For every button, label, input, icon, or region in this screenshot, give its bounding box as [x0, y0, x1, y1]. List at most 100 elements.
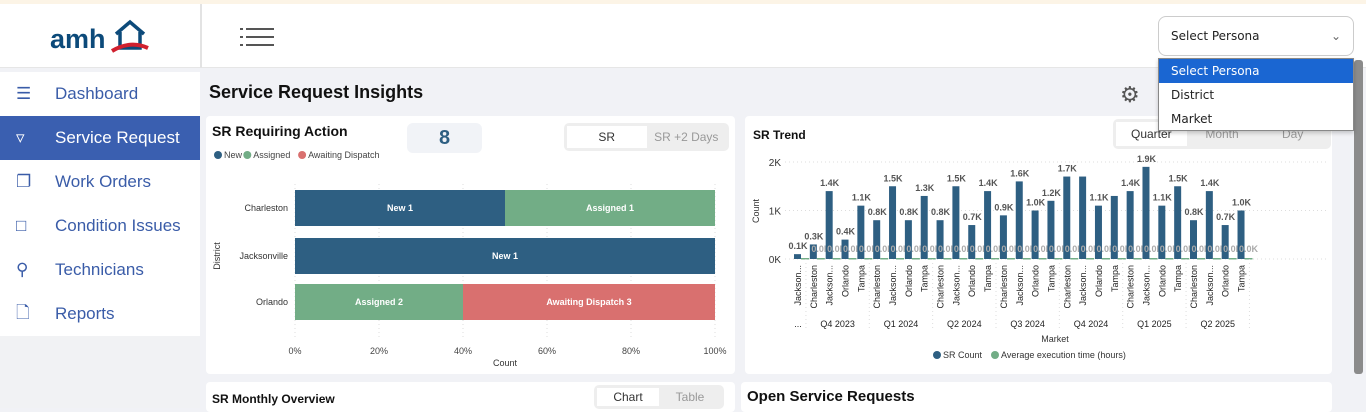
logo[interactable]: amh [0, 4, 200, 68]
avg-exec-bar [1117, 258, 1126, 260]
avg-exec-bar [1165, 258, 1174, 260]
legend-marker [933, 351, 941, 359]
tab-chart[interactable]: Chart [597, 388, 659, 406]
avg-exec-bar [1228, 258, 1237, 260]
card-title: SR Monthly Overview [212, 392, 335, 406]
sr-count-bar [1142, 166, 1150, 259]
filter-icon: ▿ [16, 128, 25, 147]
x-category-label: Tampa [1046, 265, 1056, 292]
bar-segment [295, 284, 463, 320]
avg-label: 0.0K [843, 244, 863, 254]
bar-segment [295, 238, 715, 274]
avg-exec-bar [848, 258, 857, 260]
sr-count-badge: 8 [407, 123, 482, 153]
avg-label: 0.0K [1017, 244, 1037, 254]
persona-option-district[interactable]: District [1171, 88, 1215, 102]
avg-exec-bar [911, 258, 920, 260]
user-plus-icon: ⚲ [16, 260, 29, 279]
x-category-label: Orlando [1157, 265, 1167, 297]
sr-count-bar [794, 254, 801, 259]
avg-exec-bar [1006, 258, 1015, 260]
sidebar-item-technicians[interactable]: ⚲ Technicians [0, 248, 200, 292]
bar-label: 0.8K [1184, 207, 1204, 217]
persona-select[interactable]: Select Persona ⌄ [1158, 16, 1354, 56]
bar-label: 1.6K [1010, 168, 1030, 178]
sr-count-bar [841, 239, 849, 259]
bar-label: 1.0K [1232, 198, 1252, 208]
avg-label: 0.0K [1144, 244, 1164, 254]
x-category-label: Tampa [1110, 265, 1120, 292]
bar-label: 1.5K [884, 173, 904, 183]
bar-label: 1.1K [852, 193, 872, 203]
sidebar-item-reports[interactable]: 🗋 Reports [0, 292, 200, 336]
sidebar-item-service-request[interactable]: ▿ Service Request [0, 116, 200, 160]
avg-label: 0.0K [906, 244, 926, 254]
header [0, 4, 1366, 68]
x-category-label: Charleston [1189, 265, 1199, 309]
sr-count-bar [999, 215, 1007, 259]
logo-text: amh [50, 24, 106, 54]
bar-label: 1.1K [1153, 193, 1173, 203]
x-category-label: Orlando [904, 265, 914, 297]
avg-label: 0.0K [1001, 244, 1021, 254]
sidebar-item-work-orders[interactable]: ❐ Work Orders [0, 160, 200, 204]
avg-label: 0.0K [922, 244, 942, 254]
x-category-label: Orlando [1221, 265, 1231, 297]
x-category-label: Tampa [920, 265, 930, 292]
scrollbar[interactable] [1354, 60, 1363, 374]
avg-label: 0.0K [1033, 244, 1053, 254]
menu-toggle-icon[interactable] [240, 26, 276, 48]
sidebar-item-label: Condition Issues [55, 216, 181, 235]
persona-option-market[interactable]: Market [1171, 112, 1213, 126]
bar-label: 1.4K [1200, 178, 1220, 188]
avg-exec-bar [959, 258, 968, 260]
sidebar-footer [0, 336, 200, 408]
bar-label: 1.0K [1026, 198, 1046, 208]
x-category-label: Charleston [1062, 265, 1072, 309]
sr-count-bar [936, 220, 944, 259]
x-tick-label: 20% [370, 346, 388, 356]
legend-label: SR Count [943, 350, 983, 360]
x-group-label: Q2 2024 [947, 319, 982, 329]
avg-exec-bar [816, 258, 825, 260]
persona-dropdown: Select Persona District Market [1158, 58, 1354, 131]
sr-count-bar [904, 220, 912, 259]
y-axis-title: District [212, 242, 222, 270]
sr-count-bar [968, 225, 976, 259]
sidebar-item-label: Technicians [55, 260, 144, 279]
avg-exec-bar [927, 258, 936, 260]
legend-marker [214, 151, 222, 159]
sr-count-bar [1047, 200, 1055, 259]
open-service-requests-card: Open Service Requests [741, 382, 1332, 412]
x-category-label: Jackson... [1078, 265, 1088, 306]
sr-count-bar [1158, 205, 1166, 259]
avg-label: 0.0K [938, 244, 958, 254]
avg-label: 0.0K [1065, 244, 1085, 254]
avg-label: 0.0K [1160, 244, 1180, 254]
tab-quarter[interactable]: Quarter [1116, 122, 1187, 146]
legend-label: Awaiting Dispatch [308, 150, 379, 160]
bar-label: 1.4K [979, 178, 999, 188]
avg-exec-bar [1101, 258, 1110, 260]
sr-count-bar [1190, 220, 1197, 259]
tab-sr[interactable]: SR [567, 126, 647, 148]
avg-label: 0.0K [827, 244, 847, 254]
x-tick-label: 60% [538, 346, 556, 356]
x-category-label: Tampa [983, 265, 993, 292]
tab-sr-2-days[interactable]: SR +2 Days [654, 130, 719, 144]
x-category-label: Orlando [841, 265, 851, 297]
sr-count-bar [1110, 195, 1118, 259]
sr-count-bar [984, 191, 992, 259]
x-category-label: Tampa [1173, 265, 1183, 292]
bar-label: 0.7K [963, 212, 983, 222]
x-category-label: Orlando [967, 265, 977, 297]
sidebar-item-dashboard[interactable]: ☰ Dashboard [0, 72, 200, 116]
sidebar-item-condition-issues[interactable]: □ Condition Issues [0, 204, 200, 248]
avg-exec-bar [864, 258, 873, 260]
tab-table[interactable]: Table [675, 390, 705, 404]
avg-exec-bar [1038, 258, 1047, 260]
settings-gear-icon[interactable]: ⚙ [1120, 82, 1140, 107]
bar-label: 1.7K [1058, 164, 1078, 174]
persona-option-select[interactable]: Select Persona [1159, 59, 1353, 83]
sr-count-bar [889, 186, 897, 259]
